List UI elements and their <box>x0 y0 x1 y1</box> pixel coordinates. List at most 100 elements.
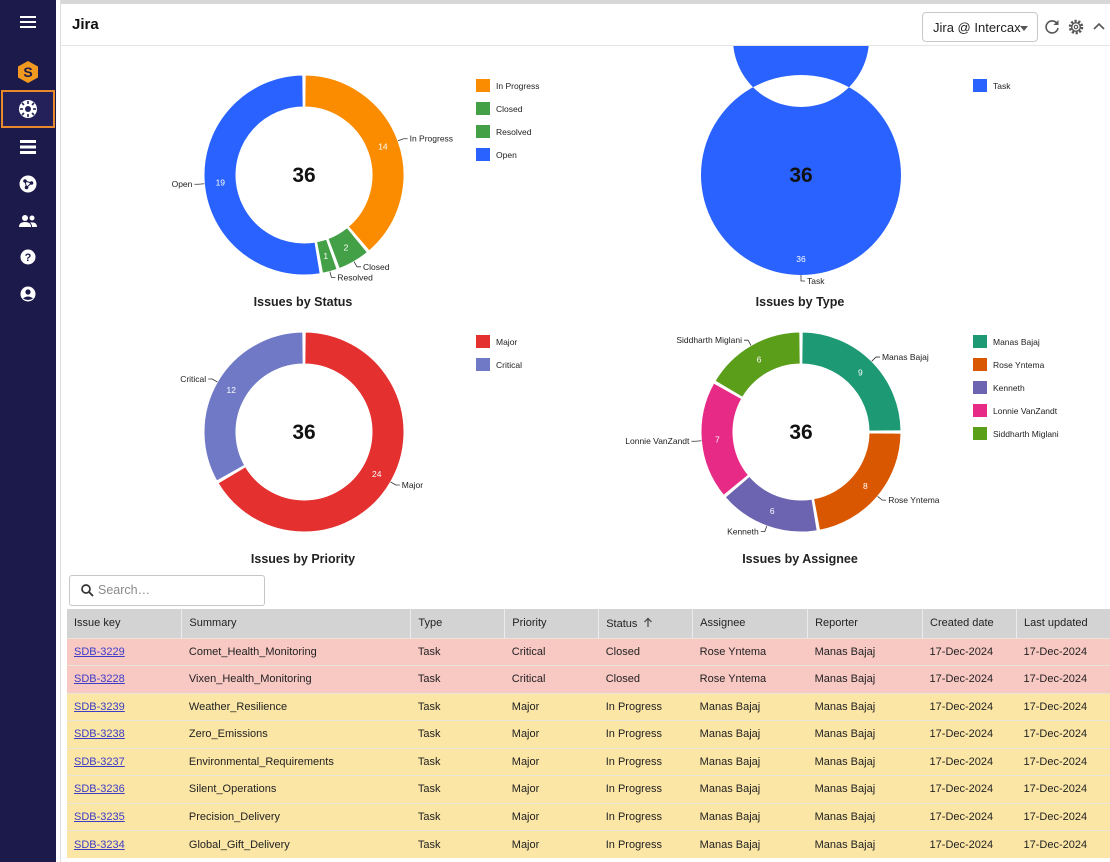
column-header-label: Summary <box>189 617 237 630</box>
issues-table: Issue key Summary Type Priority Status Assign… <box>67 609 1110 858</box>
legend-item-task[interactable]: Task <box>973 79 1010 102</box>
leader-line-resolved <box>329 271 336 278</box>
issue-key-link[interactable]: SDB-3237 <box>74 755 125 768</box>
column-header-last-updated[interactable]: Last updated <box>1016 609 1110 638</box>
donut-total: 36 <box>789 164 812 187</box>
table-row[interactable]: SDB-3238 Zero_Emissions Task Major In Progre… <box>67 720 1110 748</box>
donut-slice-kenneth[interactable] <box>724 475 818 533</box>
main-panel: Jira Jira @ Intercax 14 In Progress 2 Close… <box>60 0 1110 862</box>
cell-priority: Major <box>504 720 599 748</box>
table-row[interactable]: SDB-3239 Weather_Resilience Task Major In Pr… <box>67 692 1110 721</box>
legend-item-rose-yntema[interactable]: Rose Yntema <box>973 358 1059 381</box>
refresh-icon[interactable] <box>1043 18 1061 36</box>
table-row[interactable]: SDB-3236 Silent_Operations Task Major In Pro… <box>67 775 1110 803</box>
cell-summary: Precision_Delivery <box>181 802 411 831</box>
instance-select-value: Jira @ Intercax <box>933 20 1021 35</box>
column-header-type[interactable]: Type <box>410 609 506 638</box>
legend-item-in-progress[interactable]: In Progress <box>476 79 539 102</box>
cell-last-updated: 17-Dec-2024 <box>1016 692 1110 721</box>
donut-slice-siddharth-miglani[interactable] <box>714 331 801 398</box>
donut-slice-in-progress[interactable] <box>304 74 405 252</box>
donut-slice-manas-bajaj[interactable] <box>801 331 902 432</box>
cell-type: Task <box>410 802 505 831</box>
column-header-priority[interactable]: Priority <box>504 609 600 638</box>
search-icon <box>81 584 94 597</box>
donut-slice-open[interactable] <box>203 74 321 276</box>
issue-key-link[interactable]: SDB-3229 <box>74 645 125 658</box>
legend-item-manas-bajaj[interactable]: Manas Bajaj <box>973 335 1059 358</box>
column-header-summary[interactable]: Summary <box>181 609 412 638</box>
issue-key-link[interactable]: SDB-3236 <box>74 783 125 796</box>
donut-slice-closed[interactable] <box>327 226 369 270</box>
chart-title-assignee: Issues by Assignee <box>742 552 858 566</box>
search-input[interactable] <box>98 583 258 597</box>
legend-swatch <box>973 404 987 417</box>
slice-label-kenneth: Kenneth <box>727 527 759 537</box>
legend-item-lonnie-vanzandt[interactable]: Lonnie VanZandt <box>973 404 1059 427</box>
column-header-status[interactable]: Status <box>598 609 694 638</box>
legend-item-critical[interactable]: Critical <box>476 358 522 381</box>
donut-slice-rose-yntema[interactable] <box>813 432 902 531</box>
donut-slice-major[interactable] <box>217 331 405 533</box>
donut-slice-critical[interactable] <box>203 331 304 482</box>
menu-icon[interactable] <box>0 3 56 41</box>
column-header-issue-key[interactable]: Issue key <box>67 609 183 638</box>
collapse-icon[interactable] <box>1090 18 1108 36</box>
table-row[interactable]: SDB-3228 Vixen_Health_Monitoring Task Criti… <box>67 665 1110 693</box>
donut-slice-lonnie-vanzandt[interactable] <box>700 382 750 497</box>
donut-total: 36 <box>292 421 315 444</box>
table-row[interactable]: SDB-3237 Environmental_Requirements Task Ma… <box>67 747 1110 776</box>
issue-key-link[interactable]: SDB-3235 <box>74 810 125 823</box>
table-row[interactable]: SDB-3229 Comet_Health_Monitoring Task Criti… <box>67 637 1110 666</box>
help-icon[interactable]: ? <box>0 238 56 276</box>
network-icon[interactable] <box>0 165 56 203</box>
issue-key-link[interactable]: SDB-3234 <box>74 838 125 851</box>
cell-reporter: Manas Bajaj <box>807 802 923 831</box>
donut-slice-resolved[interactable] <box>316 238 338 274</box>
dashboard-icon[interactable] <box>1 90 55 128</box>
legend-item-closed[interactable]: Closed <box>476 102 539 125</box>
legend-label: Major <box>496 337 518 347</box>
legend-swatch <box>973 358 987 371</box>
users-icon[interactable] <box>0 202 56 240</box>
search-box[interactable] <box>69 575 265 606</box>
legend-item-resolved[interactable]: Resolved <box>476 125 539 148</box>
column-header-reporter[interactable]: Reporter <box>807 609 924 638</box>
column-header-created-date[interactable]: Created date <box>922 609 1017 638</box>
cell-summary: Environmental_Requirements <box>181 747 411 776</box>
account-icon[interactable] <box>0 275 56 313</box>
table-row[interactable]: SDB-3235 Precision_Delivery Task Major In Pr… <box>67 802 1110 831</box>
cell-issue-key: SDB-3235 <box>67 802 182 831</box>
column-header-assignee[interactable]: Assignee <box>692 609 809 638</box>
app-logo-icon[interactable]: S <box>0 53 56 91</box>
slice-label-major: Major <box>402 480 423 490</box>
slice-label-lonnie-vanzandt: Lonnie VanZandt <box>625 436 690 446</box>
cell-assignee: Rose Yntema <box>692 665 808 693</box>
legend-swatch <box>476 335 490 348</box>
legend-item-siddharth-miglani[interactable]: Siddharth Miglani <box>973 427 1059 450</box>
legend-label: In Progress <box>496 81 540 91</box>
cell-created-date: 17-Dec-2024 <box>922 802 1017 831</box>
legend-label: Lonnie VanZandt <box>993 406 1058 416</box>
settings-icon[interactable] <box>1067 18 1085 36</box>
sort-ascending-icon[interactable] <box>643 617 653 628</box>
legend-item-major[interactable]: Major <box>476 335 522 358</box>
legend-item-open[interactable]: Open <box>476 148 539 171</box>
cell-issue-key: SDB-3238 <box>67 720 182 748</box>
issue-key-link[interactable]: SDB-3239 <box>74 700 125 713</box>
legend-item-kenneth[interactable]: Kenneth <box>973 381 1059 404</box>
instance-select[interactable]: Jira @ Intercax <box>922 12 1038 42</box>
slice-value-kenneth: 6 <box>770 506 775 516</box>
list-icon[interactable] <box>0 128 56 166</box>
leader-line-rose-yntema <box>877 495 887 501</box>
table-row[interactable]: SDB-3234 Global_Gift_Delivery Task Major In … <box>67 830 1110 858</box>
donut-slice-task[interactable] <box>700 46 901 275</box>
cell-issue-key: SDB-3236 <box>67 775 182 803</box>
issue-key-link[interactable]: SDB-3228 <box>74 673 125 686</box>
cell-assignee: Manas Bajaj <box>692 830 808 858</box>
cell-type: Task <box>410 637 505 666</box>
cell-last-updated: 17-Dec-2024 <box>1016 665 1110 693</box>
donut-total: 36 <box>789 421 812 444</box>
issue-key-link[interactable]: SDB-3238 <box>74 728 125 741</box>
slice-label-resolved: Resolved <box>337 272 373 282</box>
